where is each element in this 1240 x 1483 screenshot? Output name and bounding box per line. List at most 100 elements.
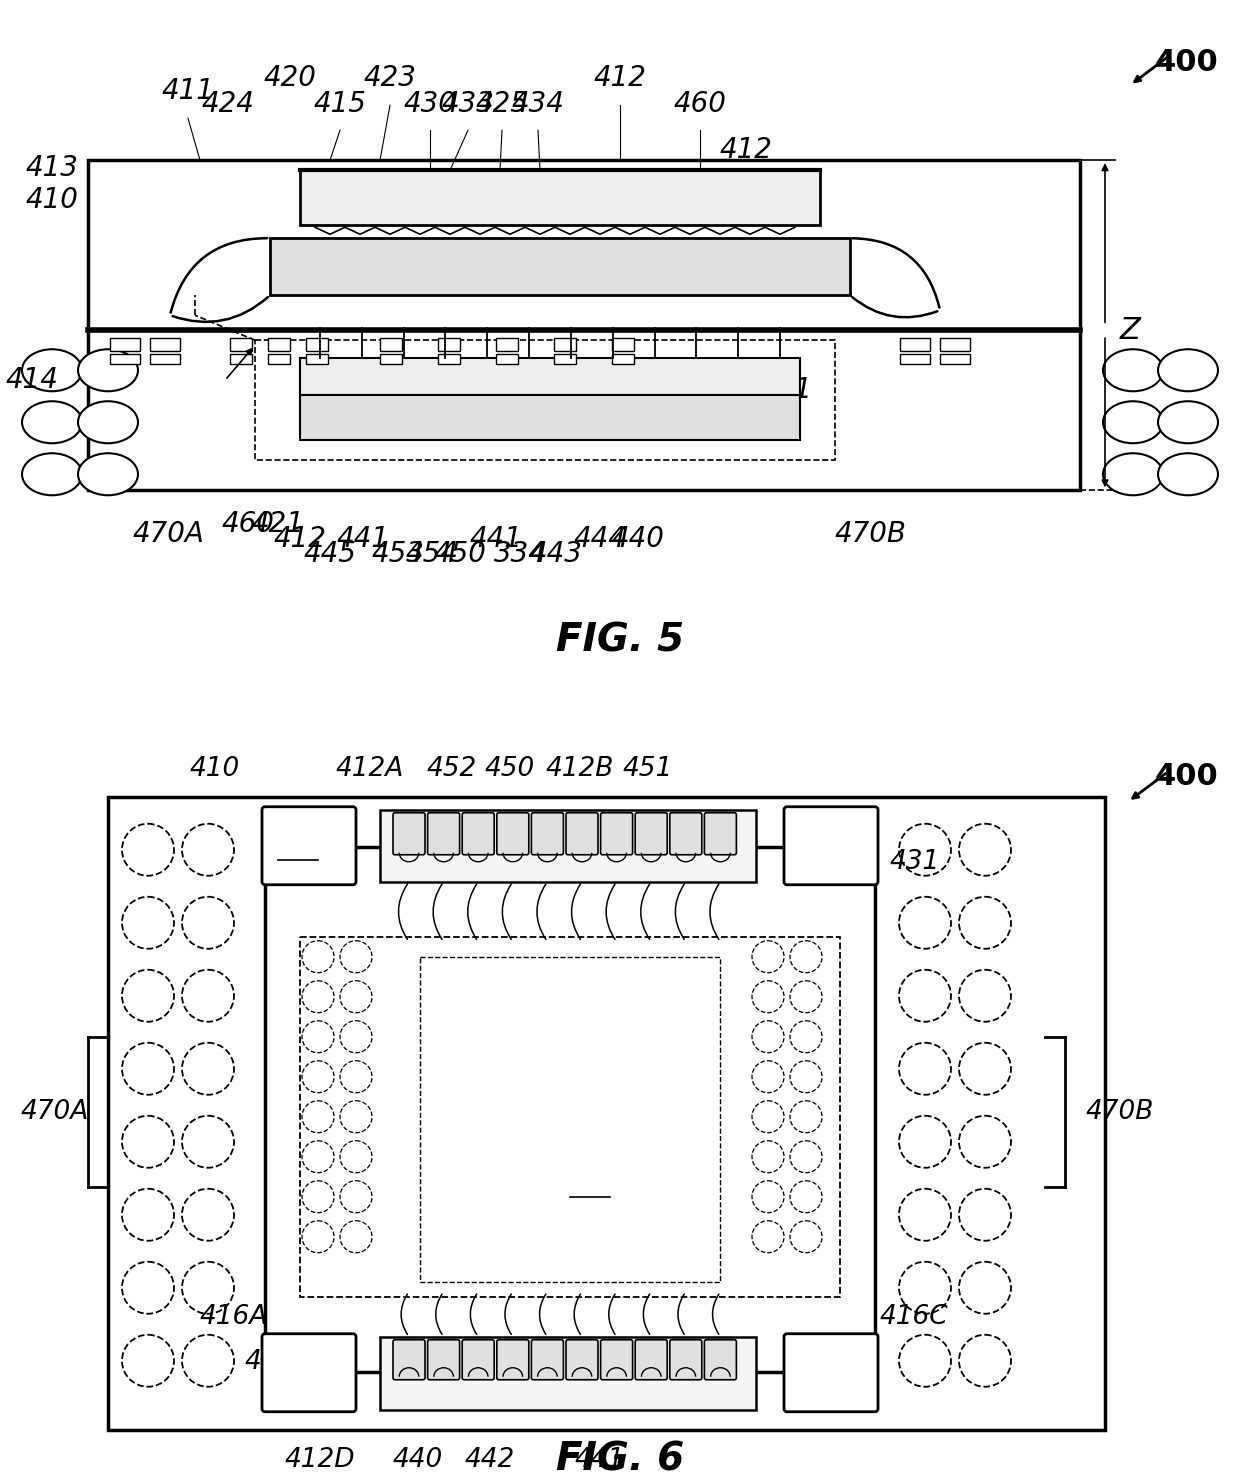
Bar	[438, 338, 460, 351]
Circle shape	[182, 1262, 234, 1314]
Text: 451: 451	[622, 756, 673, 782]
Bar	[150, 354, 180, 365]
Circle shape	[303, 1221, 334, 1253]
Ellipse shape	[1104, 350, 1163, 392]
Circle shape	[182, 1043, 234, 1094]
Text: 410: 410	[25, 187, 78, 214]
Bar	[150, 338, 180, 351]
Text: 421: 421	[252, 510, 305, 538]
Circle shape	[751, 1180, 784, 1213]
FancyBboxPatch shape	[428, 1339, 460, 1379]
Text: 450: 450	[434, 540, 486, 568]
Ellipse shape	[78, 454, 138, 495]
Circle shape	[751, 1221, 784, 1253]
Circle shape	[340, 1060, 372, 1093]
Text: 400: 400	[1154, 762, 1219, 792]
Circle shape	[303, 1020, 334, 1053]
Text: 460: 460	[222, 510, 274, 538]
Text: 413: 413	[278, 833, 329, 860]
Circle shape	[959, 897, 1011, 949]
Circle shape	[899, 1335, 951, 1387]
Bar	[265, 847, 875, 1372]
Bar	[900, 338, 930, 351]
Text: 416C: 416C	[880, 1304, 949, 1330]
Bar	[229, 354, 252, 365]
Text: 334: 334	[494, 540, 547, 568]
Text: 443: 443	[529, 540, 583, 568]
Bar	[268, 354, 290, 365]
Circle shape	[790, 1060, 822, 1093]
Bar	[420, 957, 720, 1281]
Circle shape	[899, 1043, 951, 1094]
Circle shape	[182, 970, 234, 1022]
Circle shape	[959, 823, 1011, 876]
Ellipse shape	[22, 402, 82, 443]
FancyBboxPatch shape	[565, 1339, 598, 1379]
Bar	[379, 338, 402, 351]
Text: 450: 450	[485, 756, 536, 782]
Text: 444: 444	[574, 525, 626, 553]
Text: 420: 420	[264, 64, 316, 92]
Circle shape	[182, 1189, 234, 1241]
Circle shape	[751, 1020, 784, 1053]
Circle shape	[899, 823, 951, 876]
Text: 440: 440	[393, 1447, 443, 1473]
Bar	[306, 354, 329, 365]
Circle shape	[122, 1262, 174, 1314]
Text: 413: 413	[25, 154, 78, 182]
Circle shape	[790, 1100, 822, 1133]
Bar	[108, 796, 1105, 1430]
Text: 431: 431	[760, 377, 813, 405]
Bar	[255, 340, 835, 460]
Text: 430: 430	[403, 90, 456, 119]
Text: 420: 420	[246, 1348, 295, 1375]
Circle shape	[751, 940, 784, 973]
Bar	[300, 396, 800, 440]
Circle shape	[303, 940, 334, 973]
Circle shape	[182, 897, 234, 949]
Text: 452: 452	[427, 756, 477, 782]
Text: 442: 442	[465, 1447, 515, 1473]
FancyBboxPatch shape	[635, 813, 667, 854]
Text: 412D: 412D	[285, 1447, 355, 1473]
Text: FIG. 5: FIG. 5	[556, 621, 684, 660]
Circle shape	[122, 1043, 174, 1094]
Circle shape	[303, 1100, 334, 1133]
Text: 400: 400	[1154, 47, 1219, 77]
Text: 460: 460	[673, 90, 727, 119]
Bar	[306, 338, 329, 351]
Text: 435: 435	[706, 356, 758, 384]
Circle shape	[959, 1335, 1011, 1387]
Circle shape	[340, 1180, 372, 1213]
Text: 430: 430	[345, 1149, 396, 1175]
Bar	[940, 354, 970, 365]
Text: 422: 422	[345, 1019, 396, 1044]
Circle shape	[790, 1020, 822, 1053]
FancyBboxPatch shape	[784, 1333, 878, 1412]
Circle shape	[182, 823, 234, 876]
Circle shape	[751, 1140, 784, 1173]
Bar	[379, 354, 402, 365]
Text: 453: 453	[372, 540, 424, 568]
Text: 416D: 416D	[480, 1223, 551, 1250]
Text: 441: 441	[470, 525, 522, 553]
Circle shape	[303, 1140, 334, 1173]
FancyBboxPatch shape	[565, 813, 598, 854]
Bar	[110, 354, 140, 365]
FancyBboxPatch shape	[532, 1339, 563, 1379]
Text: 410: 410	[190, 756, 241, 782]
Text: 434: 434	[512, 90, 564, 119]
Text: 450: 450	[748, 1084, 799, 1109]
Bar	[300, 937, 839, 1296]
Text: FIG. 6: FIG. 6	[556, 1441, 684, 1479]
Text: 441: 441	[575, 1447, 625, 1473]
Bar	[438, 354, 460, 365]
Circle shape	[122, 970, 174, 1022]
Text: 470A: 470A	[21, 1099, 89, 1124]
Circle shape	[959, 1189, 1011, 1241]
Bar	[613, 354, 634, 365]
Text: 416B: 416B	[520, 968, 588, 995]
FancyBboxPatch shape	[463, 1339, 495, 1379]
Text: 423: 423	[363, 64, 417, 92]
Text: 424: 424	[202, 90, 254, 119]
